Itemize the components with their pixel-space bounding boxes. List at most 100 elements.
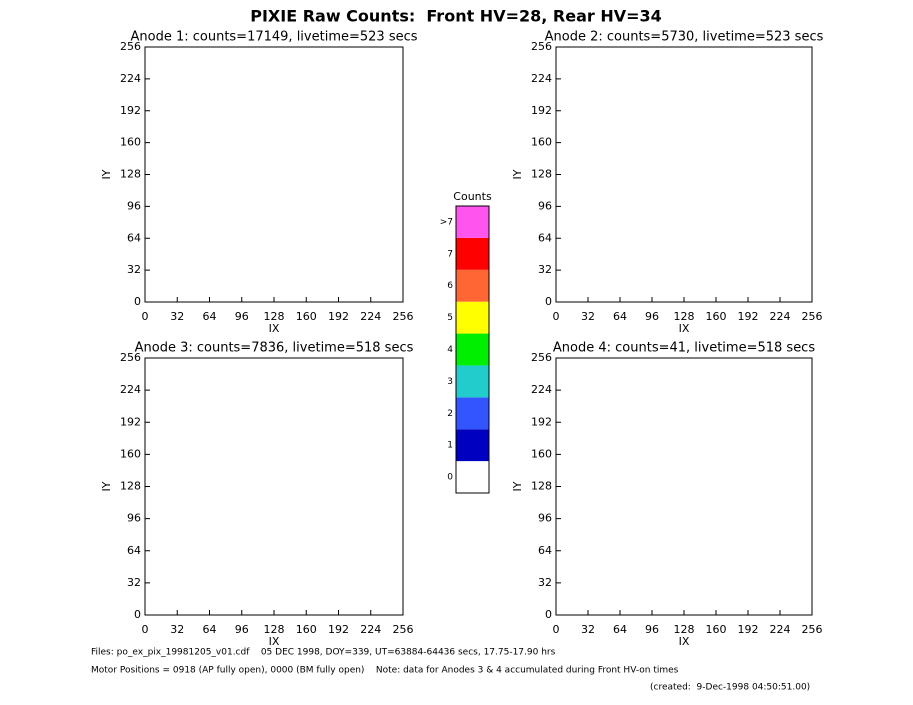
colorbar-label: 3 xyxy=(447,377,453,387)
x-tick-label: 224 xyxy=(360,623,381,636)
x-tick-label: 160 xyxy=(706,623,727,636)
x-tick-label: 256 xyxy=(393,310,414,323)
colorbar-label: 6 xyxy=(447,281,453,291)
footer-created: (created: 9-Dec-1998 04:50:51.00) xyxy=(650,683,810,693)
y-tick-label: 224 xyxy=(531,72,552,85)
colorbar-title: Counts xyxy=(453,190,492,203)
x-axis-label: IX xyxy=(269,322,280,335)
x-tick-label: 64 xyxy=(613,623,627,636)
y-tick-label: 32 xyxy=(538,263,552,276)
x-tick-label: 64 xyxy=(203,623,217,636)
y-tick-label: 192 xyxy=(531,415,552,428)
y-tick-label: 192 xyxy=(531,104,552,117)
x-tick-label: 96 xyxy=(645,310,659,323)
x-tick-label: 128 xyxy=(264,310,285,323)
y-tick-label: 64 xyxy=(127,544,141,557)
colorbar-cell xyxy=(456,301,489,334)
y-tick-label: 224 xyxy=(120,383,141,396)
x-tick-label: 192 xyxy=(328,310,349,323)
y-axis-label: IY xyxy=(511,481,524,491)
panel-title: Anode 4: counts=41, livetime=518 secs xyxy=(553,341,815,356)
x-tick-label: 96 xyxy=(235,623,249,636)
x-tick-label: 160 xyxy=(706,310,727,323)
y-tick-label: 256 xyxy=(531,351,552,364)
y-tick-label: 64 xyxy=(538,544,552,557)
y-tick-label: 192 xyxy=(120,104,141,117)
panel-title: Anode 2: counts=5730, livetime=523 secs xyxy=(545,30,824,45)
colorbar-cell xyxy=(456,269,489,302)
x-tick-label: 224 xyxy=(770,623,791,636)
x-tick-label: 160 xyxy=(296,623,317,636)
colorbar-label: 0 xyxy=(447,473,453,483)
x-tick-label: 32 xyxy=(170,310,184,323)
x-tick-label: 224 xyxy=(770,310,791,323)
x-axis-label: IX xyxy=(679,635,690,648)
x-tick-label: 224 xyxy=(360,310,381,323)
y-axis-label: IY xyxy=(100,481,113,491)
colorbar-label: 5 xyxy=(447,313,453,323)
colorbar-label: 1 xyxy=(447,441,453,451)
x-tick-label: 64 xyxy=(613,310,627,323)
figure-title: PIXIE Raw Counts: Front HV=28, Rear HV=3… xyxy=(250,7,662,26)
colorbar-cell xyxy=(456,461,489,493)
y-tick-label: 224 xyxy=(120,72,141,85)
y-tick-label: 32 xyxy=(127,576,141,589)
y-tick-label: 160 xyxy=(531,447,552,460)
colorbar-cell xyxy=(456,429,489,462)
x-tick-label: 32 xyxy=(581,310,595,323)
x-tick-label: 160 xyxy=(296,310,317,323)
x-tick-label: 128 xyxy=(674,310,695,323)
y-tick-label: 0 xyxy=(134,608,141,621)
colorbar-label: 7 xyxy=(447,249,453,259)
y-tick-label: 64 xyxy=(127,231,141,244)
x-tick-label: 192 xyxy=(738,623,759,636)
x-tick-label: 256 xyxy=(393,623,414,636)
panel-title: Anode 3: counts=7836, livetime=518 secs xyxy=(135,341,414,356)
y-tick-label: 160 xyxy=(531,136,552,149)
colorbar-cell xyxy=(456,397,489,430)
x-tick-label: 256 xyxy=(802,310,823,323)
y-tick-label: 128 xyxy=(120,168,141,181)
y-tick-label: 256 xyxy=(531,40,552,53)
colorbar-cell xyxy=(456,365,489,398)
y-tick-label: 160 xyxy=(120,447,141,460)
x-tick-label: 96 xyxy=(645,623,659,636)
y-tick-label: 256 xyxy=(120,40,141,53)
x-tick-label: 96 xyxy=(235,310,249,323)
panel-title: Anode 1: counts=17149, livetime=523 secs xyxy=(130,30,417,45)
y-tick-label: 32 xyxy=(538,576,552,589)
x-tick-label: 0 xyxy=(553,310,560,323)
x-tick-label: 0 xyxy=(553,623,560,636)
x-tick-label: 32 xyxy=(581,623,595,636)
y-axis-label: IY xyxy=(511,169,524,179)
y-tick-label: 96 xyxy=(127,199,141,212)
x-axis-label: IX xyxy=(269,635,280,648)
x-axis-label: IX xyxy=(679,322,690,335)
y-tick-label: 128 xyxy=(120,480,141,493)
colorbar-cell xyxy=(456,333,489,366)
x-tick-label: 192 xyxy=(328,623,349,636)
y-tick-label: 128 xyxy=(531,168,552,181)
footer-files: Files: po_ex_pix_19981205_v01.cdf 05 DEC… xyxy=(91,648,556,658)
y-tick-label: 96 xyxy=(127,512,141,525)
y-tick-label: 96 xyxy=(538,512,552,525)
y-tick-label: 224 xyxy=(531,383,552,396)
x-tick-label: 128 xyxy=(264,623,285,636)
y-tick-label: 96 xyxy=(538,199,552,212)
x-tick-label: 32 xyxy=(170,623,184,636)
footer-motor: Motor Positions = 0918 (AP fully open), … xyxy=(91,666,679,676)
y-tick-label: 192 xyxy=(120,415,141,428)
plot-frame xyxy=(555,357,813,616)
colorbar-label: >7 xyxy=(440,217,453,227)
y-tick-label: 0 xyxy=(134,295,141,308)
plot-frame xyxy=(555,46,813,303)
y-tick-label: 0 xyxy=(545,608,552,621)
y-tick-label: 256 xyxy=(120,351,141,364)
y-tick-label: 128 xyxy=(531,480,552,493)
colorbar-cell xyxy=(456,237,489,270)
colorbar-cell xyxy=(456,206,489,238)
y-axis-label: IY xyxy=(100,169,113,179)
plot-frame xyxy=(144,357,404,616)
